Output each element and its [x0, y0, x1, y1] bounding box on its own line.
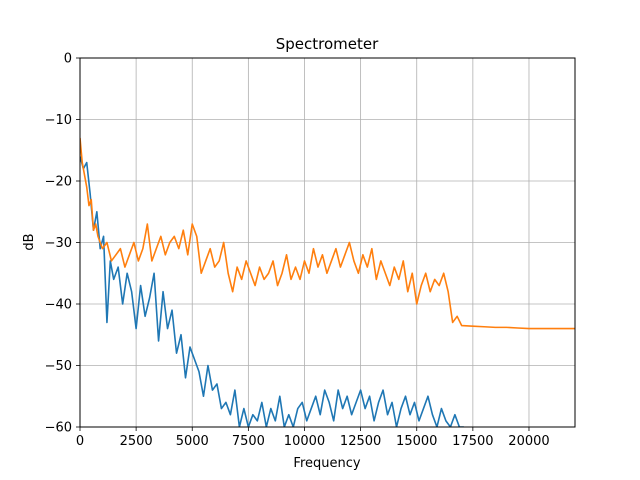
grid [79, 57, 575, 428]
x-tick-label: 12500 [340, 434, 381, 449]
x-tick-label: 5000 [176, 434, 209, 449]
y-tick-label: 0 [64, 52, 72, 67]
y-axis-title: dB [22, 233, 37, 250]
x-axis: 0 2500 5000 7500 10000 12500 15000 17500 20000 [76, 427, 550, 449]
y-tick-label: −10 [45, 113, 72, 128]
y-tick-label: −30 [45, 236, 72, 251]
x-axis-title: Frequency [293, 456, 360, 471]
plot-area [80, 137, 575, 427]
x-tick-label: 7500 [232, 434, 265, 449]
chart-title: Spectrometer [276, 35, 379, 53]
series-line-2 [80, 137, 575, 330]
y-tick-label: −40 [45, 298, 72, 313]
x-tick-label: 2500 [120, 434, 153, 449]
y-tick-label: −20 [45, 175, 72, 190]
x-tick-label: 17500 [452, 434, 493, 449]
y-axis: 0 −10 −20 −30 −40 −50 −60 [45, 52, 80, 436]
y-tick-label: −50 [45, 359, 72, 374]
x-tick-label: 15000 [396, 434, 437, 449]
series-line-1 [80, 156, 464, 427]
x-tick-label: 0 [76, 434, 84, 449]
x-tick-label: 10000 [284, 434, 325, 449]
x-tick-label: 20000 [508, 434, 549, 449]
y-tick-label: −60 [45, 421, 72, 436]
